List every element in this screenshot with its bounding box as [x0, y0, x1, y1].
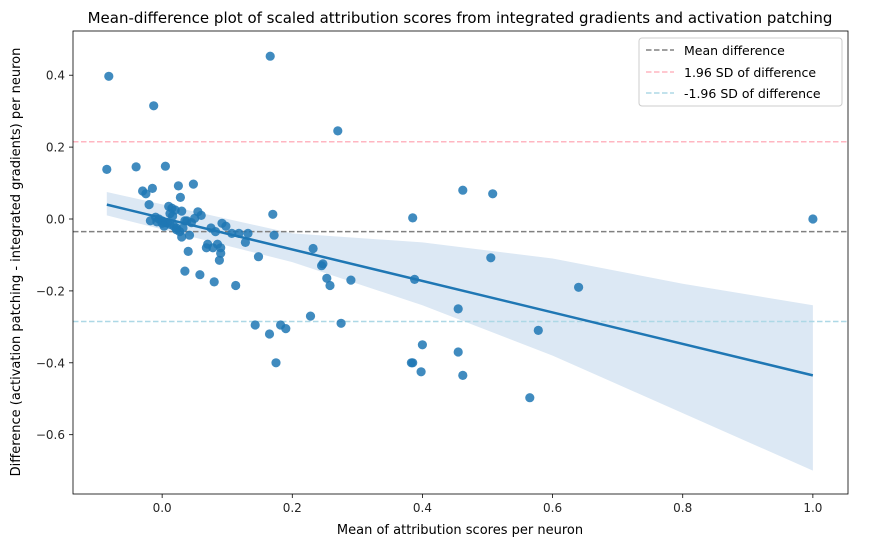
data-point	[322, 273, 332, 283]
data-point	[458, 370, 468, 380]
confidence-band	[106, 192, 813, 471]
data-point	[177, 206, 187, 216]
data-point	[131, 162, 141, 172]
data-point	[336, 318, 346, 328]
data-point	[308, 243, 318, 254]
data-point	[486, 253, 496, 263]
data-point	[325, 280, 335, 291]
data-point	[104, 71, 114, 81]
data-point	[184, 230, 195, 240]
data-point	[453, 304, 463, 314]
data-point	[269, 230, 279, 240]
data-point	[208, 243, 218, 253]
chart-title: Mean-difference plot of scaled attributi…	[88, 9, 833, 27]
data-point	[160, 161, 170, 171]
x-tick-label: 0.0	[153, 501, 172, 515]
data-point	[808, 214, 818, 224]
data-point	[268, 209, 278, 219]
data-point	[333, 126, 343, 136]
legend-label-lower: -1.96 SD of difference	[684, 86, 821, 101]
y-tick-label: 0.4	[46, 69, 65, 83]
data-point	[416, 367, 426, 377]
y-axis-ticks: −0.6 −0.4 −0.2 0.0 0.2 0.4	[36, 69, 73, 442]
x-tick-label: 0.4	[413, 501, 432, 515]
reference-lines	[73, 140, 848, 323]
data-point	[240, 237, 250, 247]
data-point	[250, 320, 260, 330]
y-tick-label: 0.2	[46, 141, 65, 155]
data-point	[574, 282, 584, 292]
legend: Mean difference 1.96 SD of difference -1…	[638, 37, 843, 107]
data-point	[168, 211, 178, 221]
data-point	[417, 340, 427, 350]
data-point	[188, 179, 198, 189]
data-point	[231, 280, 241, 291]
data-point	[177, 232, 187, 242]
data-point	[183, 246, 193, 256]
data-point	[264, 329, 275, 339]
data-point	[141, 189, 151, 199]
data-point	[243, 228, 253, 238]
data-point	[406, 358, 416, 368]
data-point	[346, 275, 356, 285]
data-point	[453, 347, 463, 357]
plot-frame	[72, 30, 849, 495]
data-point	[458, 185, 468, 195]
data-point	[180, 266, 190, 276]
data-point	[102, 164, 112, 174]
y-tick-label: −0.4	[36, 356, 65, 370]
data-point	[271, 358, 281, 368]
legend-box	[638, 37, 843, 107]
y-axis-label: Difference (activation patching - integr…	[9, 48, 24, 477]
x-tick-label: 0.6	[543, 501, 562, 515]
data-point	[253, 252, 264, 262]
y-tick-label: −0.2	[36, 284, 65, 298]
plot-area	[73, 51, 848, 471]
data-point	[408, 213, 418, 223]
data-point	[201, 243, 211, 253]
data-point	[149, 101, 159, 111]
x-tick-label: 0.2	[283, 501, 302, 515]
data-point	[157, 218, 167, 228]
data-point	[195, 270, 205, 280]
data-point	[209, 277, 219, 287]
legend-label-mean: Mean difference	[684, 43, 785, 58]
x-tick-label: 1.0	[803, 501, 822, 515]
data-point	[175, 192, 185, 202]
x-axis-label: Mean of attribution scores per neuron	[337, 523, 583, 538]
data-point	[533, 325, 543, 335]
x-tick-label: 0.8	[673, 501, 692, 515]
data-point	[281, 324, 291, 334]
data-point	[216, 248, 226, 258]
data-point	[178, 223, 188, 233]
y-tick-label: −0.6	[36, 428, 65, 442]
regression-line	[106, 203, 814, 377]
data-point	[221, 221, 231, 231]
x-axis-ticks: 0.0 0.2 0.4 0.6 0.8 1.0	[153, 494, 822, 515]
data-point	[488, 189, 498, 199]
scatter-points	[102, 51, 818, 403]
data-point	[147, 183, 157, 193]
data-point	[190, 213, 200, 223]
data-point	[144, 200, 154, 210]
data-point	[214, 255, 224, 265]
data-point	[525, 393, 535, 403]
data-point	[317, 261, 327, 271]
y-tick-label: 0.0	[46, 213, 65, 227]
data-point	[305, 311, 316, 321]
data-point	[265, 51, 275, 61]
legend-label-upper: 1.96 SD of difference	[684, 65, 816, 80]
data-point	[173, 181, 183, 191]
